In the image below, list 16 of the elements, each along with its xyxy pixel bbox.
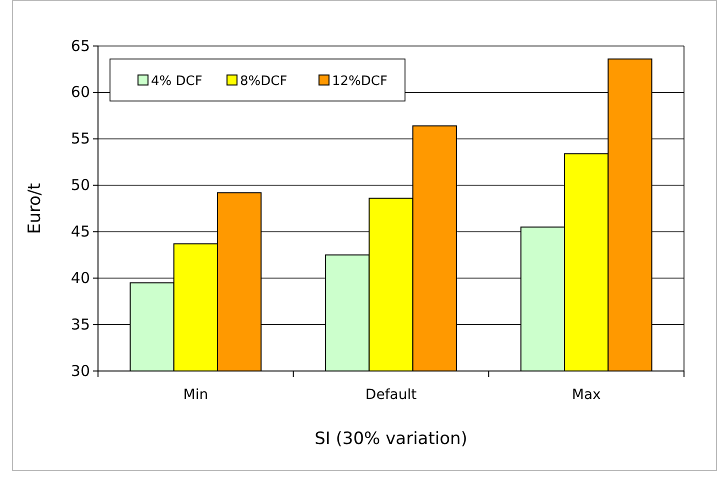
y-tick-label: 30 bbox=[70, 362, 90, 380]
y-tick-label: 45 bbox=[70, 222, 90, 241]
x-axis-title: SI (30% variation) bbox=[314, 429, 468, 449]
y-axis-title: Euro/t bbox=[25, 182, 45, 234]
y-tick-label: 65 bbox=[70, 36, 90, 55]
y-tick-label: 50 bbox=[70, 176, 90, 194]
y-tick-label: 60 bbox=[70, 83, 90, 102]
x-tick-label: Min bbox=[183, 386, 208, 403]
legend-label: 12%DCF bbox=[332, 74, 388, 89]
y-tick-label: 55 bbox=[70, 130, 90, 148]
y-tick-label: 35 bbox=[70, 315, 90, 334]
x-tick-label: Default bbox=[365, 386, 418, 403]
legend-label: 8%DCF bbox=[240, 74, 288, 89]
y-tick-label: 40 bbox=[70, 268, 90, 287]
legend-label: 4% DCF bbox=[151, 74, 202, 89]
x-tick-label: Max bbox=[572, 386, 601, 403]
